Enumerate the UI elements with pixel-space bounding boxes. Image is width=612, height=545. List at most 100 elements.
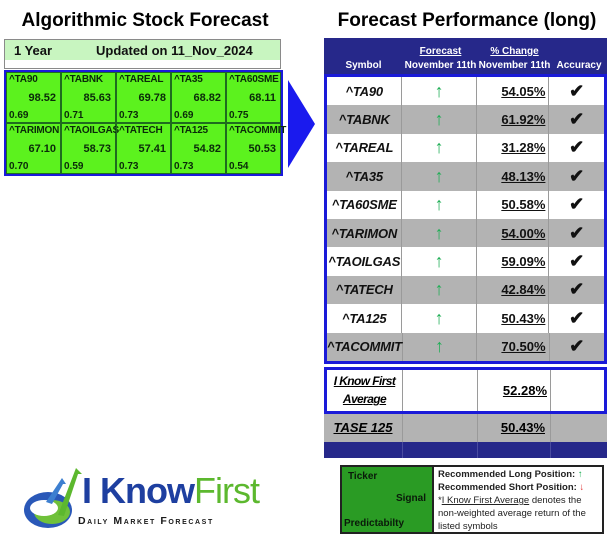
row-symbol: ^TACOMMIT <box>327 332 403 361</box>
row-symbol: ^TARIMON <box>327 218 403 248</box>
checkmark-icon: ✔ <box>569 336 585 357</box>
i-know-first-logo: I KnowFirst Daily Market Forecast <box>18 460 273 535</box>
cell-predictability: 0.73 <box>119 161 139 172</box>
arrow-up-icon: ↑ <box>402 162 477 191</box>
cell-predictability: 0.73 <box>174 161 194 172</box>
arrow-up-icon: ↑ <box>402 247 477 276</box>
legend-explanation: Recommended Long Position: ↑ Recommended… <box>438 469 586 532</box>
arrow-up-icon: ↑ <box>403 332 478 361</box>
legend-long-label: Recommended Long Position: <box>438 469 576 480</box>
row-change: 50.43% <box>477 304 550 333</box>
table-row: ^TA125 ↑ 50.43% ✔ <box>327 304 604 333</box>
row-symbol: ^TA35 <box>327 162 403 191</box>
cell-predictability: 0.73 <box>119 110 139 121</box>
cell-ticker: ^TA125 <box>174 125 208 136</box>
logo-swirl-icon <box>24 468 82 528</box>
row-change: 42.84% <box>477 275 550 305</box>
row-symbol: ^TATECH <box>327 275 403 305</box>
row-symbol: ^TAOILGAS <box>327 247 403 276</box>
arrow-up-icon: ↑ <box>402 218 477 248</box>
checkmark-icon: ✔ <box>569 194 585 215</box>
cell-signal: 54.82 <box>193 143 221 155</box>
row-change: 31.28% <box>477 133 550 163</box>
cell-ticker: ^TA90 <box>9 74 38 85</box>
average-label-line1: I Know First <box>333 374 396 389</box>
arrow-up-icon: ↑ <box>402 133 477 163</box>
average-label: I Know First Average <box>327 369 403 411</box>
arrow-up-icon: ↑ <box>402 105 477 134</box>
benchmark-signal-empty <box>403 413 478 442</box>
arrow-down-icon: ↓ <box>579 482 585 493</box>
cell-ticker: ^TABNK <box>64 74 103 85</box>
legend-note-text: denotes the non-weighted average return … <box>438 495 586 532</box>
forecast-cell: ^TAOILGAS 58.73 0.59 <box>61 123 119 174</box>
period-label: 1 Year <box>14 42 53 58</box>
table-row: ^TA60SME ↑ 50.58% ✔ <box>327 190 604 219</box>
legend-predictability: Predictabilty <box>344 518 405 529</box>
legend-cell-key: Ticker Signal Predictabilty <box>342 467 434 532</box>
average-change: 52.28% <box>478 369 551 411</box>
row-change: 50.58% <box>477 190 550 219</box>
cell-predictability: 0.75 <box>229 110 249 121</box>
cell-predictability: 0.69 <box>9 110 29 121</box>
checkmark-icon: ✔ <box>569 307 585 328</box>
cell-predictability: 0.69 <box>174 110 194 121</box>
average-accuracy-empty <box>551 370 604 411</box>
checkmark-icon: ✔ <box>569 251 585 272</box>
arrow-up-icon: ↑ <box>402 190 477 219</box>
average-row: I Know First Average 52.28% <box>324 366 607 414</box>
checkmark-icon: ✔ <box>569 279 585 300</box>
arrow-up-icon: ↑ <box>402 304 477 333</box>
forecast-cell: ^TARIMON 67.10 0.70 <box>6 123 61 174</box>
forecast-grid: ^TA90 98.52 0.69 ^TABNK 85.63 0.71 ^TAREAL 69… <box>4 70 286 176</box>
period-bar: 1 Year Updated on 11_Nov_2024 <box>4 39 281 69</box>
checkmark-icon: ✔ <box>569 109 585 130</box>
cell-predictability: 0.71 <box>64 110 84 121</box>
forecast-cell: ^TABNK 85.63 0.71 <box>61 72 116 123</box>
logo-brand: I KnowFirst <box>82 470 260 511</box>
table-row: ^TATECH ↑ 42.84% ✔ <box>327 275 604 305</box>
header-change: % Change <box>490 46 539 57</box>
row-symbol: ^TA60SME <box>327 190 403 219</box>
cell-signal: 68.11 <box>249 92 276 104</box>
forecast-cell: ^TACOMMIT 50.53 0.54 <box>226 123 286 174</box>
cell-signal: 50.53 <box>248 143 276 155</box>
legend-ticker: Ticker <box>348 471 378 482</box>
cell-ticker: ^TARIMON <box>9 125 60 136</box>
cell-signal: 58.73 <box>83 143 111 155</box>
cell-ticker: ^TA35 <box>174 74 203 85</box>
header-forecast-date: November 11th <box>404 60 477 71</box>
cell-predictability: 0.70 <box>9 161 29 172</box>
table-row: ^TABNK ↑ 61.92% ✔ <box>327 105 604 134</box>
legend-note-link: I Know First Average <box>441 495 530 506</box>
cell-predictability: 0.59 <box>64 161 84 172</box>
cell-ticker: ^TA60SME <box>229 74 279 85</box>
table-row: ^TAREAL ↑ 31.28% ✔ <box>327 133 604 163</box>
triangle-arrow-icon <box>288 80 315 168</box>
row-change: 48.13% <box>477 162 550 191</box>
average-signal-empty <box>403 369 478 411</box>
table-row: ^TARIMON ↑ 54.00% ✔ <box>327 218 604 248</box>
cell-ticker: ^TATECH <box>119 125 163 136</box>
cell-ticker: ^TAREAL <box>119 74 164 85</box>
table-row: ^TACOMMIT ↑ 70.50% ✔ <box>327 332 604 361</box>
legend-signal: Signal <box>395 493 426 504</box>
header-change-date: November 11th <box>478 60 551 71</box>
cell-ticker: ^TACOMMIT <box>229 125 287 136</box>
row-symbol: ^TABNK <box>327 105 403 134</box>
table-header: Symbol Forecast November 11th % Change Nov… <box>324 38 607 74</box>
forecast-cell: ^TA60SME 68.11 0.75 <box>226 72 281 123</box>
cell-signal: 85.63 <box>83 92 111 104</box>
performance-table: Symbol Forecast November 11th % Change Nov… <box>324 38 607 458</box>
average-label-line2: Average <box>342 392 387 407</box>
forecast-title: Algorithmic Stock Forecast <box>21 10 269 31</box>
performance-title: Forecast Performance (long) <box>337 10 597 31</box>
benchmark-row: TASE 125 50.43% <box>324 413 607 442</box>
table-footer-bar <box>324 441 607 458</box>
benchmark-accuracy-empty <box>551 414 607 442</box>
cell-signal: 67.10 <box>28 143 56 155</box>
row-change: 54.05% <box>477 77 550 106</box>
cell-signal: 69.78 <box>138 92 166 104</box>
checkmark-icon: ✔ <box>569 137 585 158</box>
rows-box: ^TA90 ↑ 54.05% ✔ ^TABNK ↑ 61.92% ✔ ^TAREAL ↑ 31.… <box>324 74 607 364</box>
